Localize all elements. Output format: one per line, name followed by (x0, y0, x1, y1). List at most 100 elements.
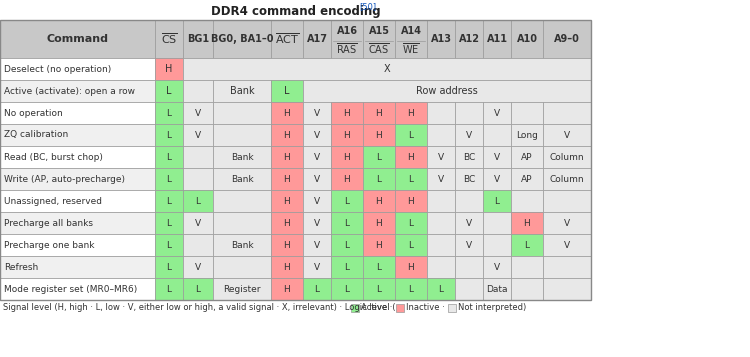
Bar (0, 80, 155, 102)
Bar (395, 256, 427, 278)
Text: H: H (408, 152, 414, 161)
Text: Long: Long (516, 131, 538, 140)
Bar (395, 190, 427, 212)
Bar (213, 146, 271, 168)
Text: BC: BC (463, 152, 476, 161)
Bar (511, 102, 543, 124)
Bar (395, 212, 427, 234)
Bar (543, 124, 591, 146)
Text: V: V (494, 152, 500, 161)
Bar (511, 146, 543, 168)
Text: L: L (166, 131, 172, 140)
Bar (455, 146, 483, 168)
Bar (303, 234, 331, 256)
Text: H: H (344, 175, 350, 183)
Bar (155, 190, 183, 212)
Bar (271, 278, 303, 300)
Bar (448, 304, 456, 312)
Bar (543, 190, 591, 212)
Text: V: V (494, 175, 500, 183)
Bar (303, 20, 331, 58)
Text: L: L (344, 262, 350, 272)
Text: Write (AP, auto-precharge): Write (AP, auto-precharge) (4, 175, 125, 183)
Text: L: L (284, 86, 290, 96)
Bar (303, 212, 331, 234)
Bar (455, 278, 483, 300)
Text: V: V (494, 109, 500, 117)
Bar (303, 124, 331, 146)
Bar (0, 278, 155, 300)
Bar (427, 20, 455, 58)
Text: A13: A13 (430, 34, 451, 44)
Bar (543, 256, 591, 278)
Text: L: L (494, 196, 500, 206)
Text: V: V (494, 262, 500, 272)
Bar (155, 256, 183, 278)
Bar (213, 278, 271, 300)
Text: L: L (166, 109, 172, 117)
Bar (543, 278, 591, 300)
Bar (155, 102, 183, 124)
Text: V: V (314, 196, 320, 206)
Text: Bank: Bank (231, 152, 254, 161)
Text: $\overline{\mathrm{ACT}}$: $\overline{\mathrm{ACT}}$ (275, 32, 299, 46)
Text: Bank: Bank (231, 241, 254, 250)
Bar (483, 278, 511, 300)
Bar (213, 256, 271, 278)
Text: L: L (376, 175, 382, 183)
Bar (363, 234, 395, 256)
Text: Read (BC, burst chop): Read (BC, burst chop) (4, 152, 103, 161)
Text: V: V (564, 218, 570, 227)
Text: H: H (344, 152, 350, 161)
Bar (455, 124, 483, 146)
Bar (0, 58, 155, 80)
Text: H: H (284, 131, 290, 140)
Text: H: H (408, 109, 414, 117)
Bar (155, 124, 183, 146)
Bar (363, 20, 395, 58)
Bar (271, 234, 303, 256)
Bar (213, 168, 271, 190)
Bar (483, 146, 511, 168)
Bar (543, 168, 591, 190)
Text: V: V (314, 218, 320, 227)
Bar (213, 80, 271, 102)
Bar (303, 102, 331, 124)
Text: L: L (166, 241, 172, 250)
Bar (331, 256, 363, 278)
Bar (363, 124, 395, 146)
Text: L: L (376, 152, 382, 161)
Text: Unassigned, reserved: Unassigned, reserved (4, 196, 102, 206)
Text: Mode register set (MR0–MR6): Mode register set (MR0–MR6) (4, 285, 137, 293)
Bar (395, 124, 427, 146)
Bar (303, 168, 331, 190)
Bar (213, 102, 271, 124)
Bar (183, 278, 213, 300)
Bar (427, 278, 455, 300)
Text: V: V (466, 131, 472, 140)
Text: L: L (439, 285, 443, 293)
Bar (303, 190, 331, 212)
Text: A17: A17 (307, 34, 328, 44)
Text: Signal level (H, high · L, low · V, either low or high, a valid signal · X, irre: Signal level (H, high · L, low · V, eith… (3, 303, 395, 312)
Text: H: H (165, 64, 172, 74)
Text: BG0, BA1–0: BG0, BA1–0 (211, 34, 273, 44)
Text: AP: AP (521, 175, 532, 183)
Bar (331, 278, 363, 300)
Bar (511, 20, 543, 58)
Bar (271, 80, 303, 102)
Bar (331, 212, 363, 234)
Text: BC: BC (463, 175, 476, 183)
Text: H: H (524, 218, 530, 227)
Bar (0, 146, 155, 168)
Bar (511, 278, 543, 300)
Bar (155, 168, 183, 190)
Bar (395, 234, 427, 256)
Text: L: L (376, 262, 382, 272)
Text: Command: Command (46, 34, 109, 44)
Text: V: V (564, 131, 570, 140)
Text: H: H (376, 109, 382, 117)
Text: H: H (408, 196, 414, 206)
Bar (427, 190, 455, 212)
Bar (183, 58, 591, 80)
